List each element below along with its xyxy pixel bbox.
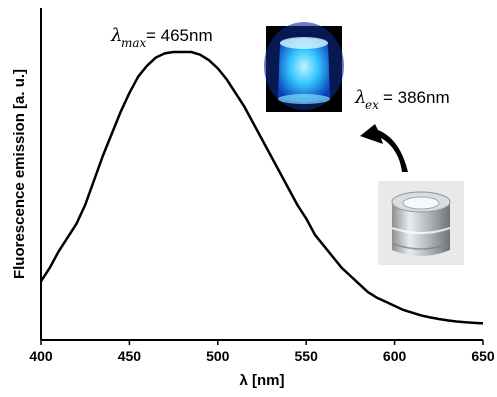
x-tick-label-650: 650 — [471, 348, 495, 364]
lambda-max-subscript: max — [121, 36, 147, 50]
x-tick-labels: 400 450 500 550 600 650 — [29, 348, 495, 364]
x-axis-title: λ [nm] — [240, 372, 285, 389]
lambda-max-annotation: λ max = 465nm — [110, 25, 213, 50]
x-tick-label-500: 500 — [206, 348, 230, 364]
glowing-sample-photo — [264, 22, 344, 112]
emission-curve — [39, 50, 484, 325]
lambda-ex-symbol: λ — [354, 87, 366, 108]
x-tick-label-600: 600 — [383, 348, 407, 364]
x-tick-label-550: 550 — [295, 348, 319, 364]
lambda-max-symbol: λ — [110, 25, 122, 46]
lambda-ex-value: = 386nm — [383, 88, 450, 107]
x-ticks — [40, 340, 484, 345]
curved-arrow-icon — [360, 124, 408, 172]
x-tick-label-450: 450 — [118, 348, 142, 364]
y-axis-title: Fluorescence emission [a. u.] — [11, 69, 28, 279]
lambda-ex-annotation: λ ex = 386nm — [354, 87, 450, 112]
x-tick-label-400: 400 — [29, 348, 53, 364]
lambda-ex-subscript: ex — [365, 98, 379, 112]
lambda-max-value: = 465nm — [146, 26, 213, 45]
clear-sample-photo — [378, 181, 464, 265]
